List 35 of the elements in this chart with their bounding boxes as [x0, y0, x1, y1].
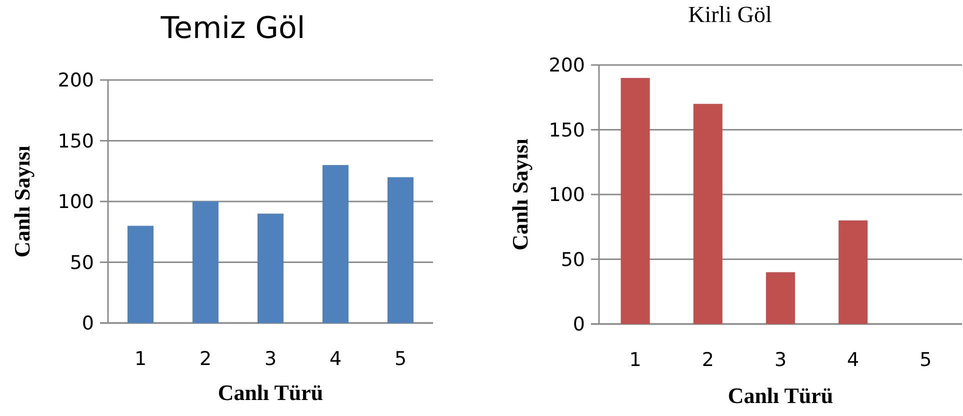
bar [693, 104, 722, 324]
bar [322, 165, 348, 323]
y-tick-label: 200 [58, 70, 94, 92]
bar [388, 177, 414, 323]
x-tick-label: 2 [199, 348, 212, 370]
y-axis-title: Canlı Sayısı [508, 138, 533, 250]
y-tick-label: 100 [548, 184, 585, 206]
x-tick-label: 4 [847, 349, 860, 371]
bar [838, 220, 868, 324]
x-tick-label: 1 [134, 348, 147, 370]
x-tick-label: 3 [774, 349, 787, 371]
x-tick-label: 1 [629, 349, 642, 371]
bar [128, 226, 154, 323]
x-tick-label: 5 [394, 348, 407, 370]
x-tick-label: 4 [329, 348, 342, 370]
y-tick-label: 50 [560, 248, 585, 271]
bar [766, 272, 796, 324]
x-axis-title: Canlı Türü [218, 380, 324, 405]
bar [258, 214, 284, 323]
y-tick-label: 0 [572, 314, 585, 336]
y-tick-label: 100 [58, 191, 94, 214]
x-axis-title: Canlı Türü [728, 383, 834, 408]
bar [620, 78, 650, 324]
x-tick-label: 3 [264, 348, 277, 370]
chart-title: Temiz Göl [160, 11, 306, 46]
y-tick-label: 150 [58, 130, 94, 152]
y-tick-label: 0 [82, 312, 94, 335]
y-tick-label: 200 [548, 54, 585, 77]
y-tick-label: 150 [548, 119, 585, 142]
y-axis-title: Canlı Sayısı [10, 146, 35, 258]
x-tick-label: 5 [920, 349, 932, 371]
y-tick-label: 50 [70, 252, 94, 274]
x-tick-label: 2 [702, 349, 714, 371]
bar [192, 202, 218, 323]
chart-title: Kirli Göl [688, 2, 772, 27]
